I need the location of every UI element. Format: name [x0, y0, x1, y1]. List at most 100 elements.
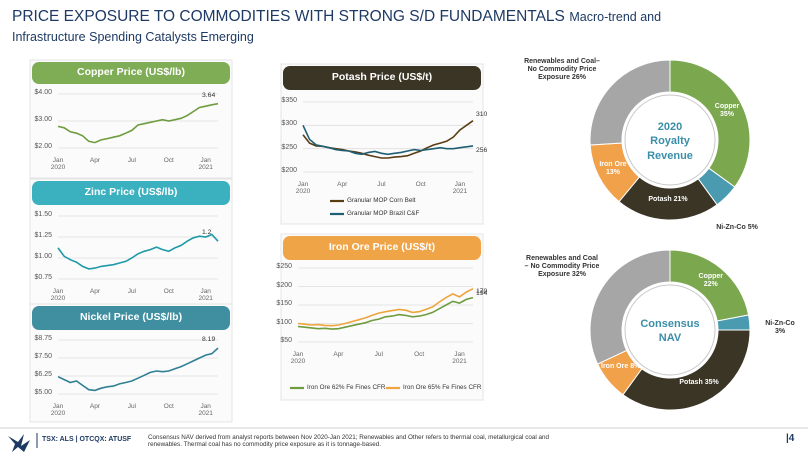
- x-tick-label: Jan 2021: [452, 351, 467, 366]
- pie-center-title: 2020 Royalty Revenue: [647, 121, 693, 162]
- y-tick-label: $100: [276, 318, 292, 326]
- header: PRICE EXPOSURE TO COMMODITIES WITH STRON…: [12, 7, 702, 47]
- data-label: 256: [476, 146, 488, 154]
- x-tick-label: Oct: [163, 403, 174, 410]
- panel: [280, 63, 484, 225]
- series-line: [297, 296, 474, 330]
- chart-title: Nickel Price (US$/lb): [79, 311, 183, 323]
- chart-title: Potash Price (US$/t): [331, 71, 433, 83]
- x-tick-label: Apr: [337, 181, 348, 188]
- x-tick-label: Jan 2021: [198, 157, 213, 172]
- slice-name: Potash: [679, 379, 703, 387]
- series-line: [302, 124, 474, 156]
- y-tick-label: $8.75: [34, 335, 52, 342]
- pie-center-title: Consensus NAV: [640, 318, 700, 345]
- slice-value: 22%: [703, 280, 718, 288]
- y-tick-label: $250: [276, 263, 292, 270]
- slice-value: 21%: [673, 195, 688, 203]
- x-tick-label: Apr: [89, 403, 100, 410]
- slice-value: 5%: [747, 224, 758, 231]
- y-tick-label: $150: [276, 300, 292, 307]
- pie-slice: [589, 59, 671, 146]
- y-tick-label: $1.50: [34, 211, 52, 218]
- slice-name: Ni-Zn-Co: [765, 320, 795, 327]
- y-tick-label: $250: [281, 143, 297, 151]
- x-tick-label: Oct: [414, 351, 425, 358]
- slice-name: Renewables and Coal – No Commodity Price…: [524, 255, 600, 279]
- slice-label: Ni-Zn-Co 3%: [760, 320, 800, 336]
- x-tick-label: Jan 2020: [50, 403, 66, 418]
- x-tick-label: Apr: [89, 157, 100, 164]
- title-banner: [32, 306, 230, 330]
- y-tick-label: $1.00: [34, 253, 52, 260]
- x-tick-label: Apr: [333, 351, 344, 358]
- y-tick-label: $200: [281, 167, 297, 174]
- slice-value: 26%: [571, 74, 586, 82]
- slice-label: Renewables and Coal – No Commodity Price…: [524, 255, 600, 279]
- slice-name: Renewables and Coal– No Commodity Price …: [524, 58, 600, 82]
- slice-value: 13%: [605, 169, 620, 177]
- slice-value: 35%: [704, 379, 719, 387]
- slice-name: Copper: [698, 272, 724, 280]
- title-banner: [283, 236, 481, 260]
- slice-name: Copper: [714, 102, 740, 110]
- slice-name: Iron Ore: [599, 161, 627, 169]
- x-tick-label: Jul: [127, 288, 136, 295]
- x-tick-label: Jul: [127, 403, 136, 410]
- y-tick-label: $7.50: [34, 353, 52, 360]
- x-tick-label: Jan 2020: [50, 288, 66, 303]
- title-banner: [32, 62, 230, 84]
- logo: [8, 434, 30, 452]
- x-tick-label: Jan 2020: [290, 351, 306, 366]
- y-tick-label: $3.00: [34, 116, 52, 123]
- x-tick-label: Oct: [163, 157, 174, 164]
- pie-slice: [589, 249, 671, 365]
- donut-hole: [624, 94, 716, 186]
- x-tick-label: Jan 2021: [198, 288, 213, 303]
- title-banner: [32, 181, 230, 205]
- chart-title: Zinc Price (US$/lb): [84, 186, 178, 198]
- y-tick-label: $350: [281, 97, 297, 104]
- data-label: 3.64: [202, 91, 216, 99]
- y-tick-label: $2.00: [34, 143, 52, 150]
- y-tick-label: $200: [276, 281, 292, 289]
- slice-label: Iron Ore 13%: [593, 161, 633, 177]
- y-tick-label: $1.25: [34, 232, 52, 239]
- slice-value: 3%: [774, 328, 786, 336]
- chart-title: Iron Ore Price (US$/t): [328, 241, 436, 253]
- series-line: [57, 102, 219, 144]
- slide-title: PRICE EXPOSURE TO COMMODITIES WITH STRON…: [12, 8, 565, 25]
- slice-label: Iron Ore 8%: [601, 363, 641, 371]
- y-tick-label: $300: [281, 120, 297, 128]
- panel: [280, 233, 484, 401]
- y-tick-label: $50: [280, 337, 292, 344]
- data-label: 170: [476, 287, 488, 295]
- slice-label: Copper 35%: [707, 103, 747, 119]
- data-label: 8.19: [202, 336, 216, 344]
- pie-slice: [622, 329, 751, 411]
- legend-label: Iron Ore 62% Fe Fines CFR: [307, 384, 386, 391]
- footnote: Consensus NAV derived from analyst repor…: [148, 434, 549, 449]
- x-tick-label: Jan 2021: [198, 403, 213, 418]
- slice-label: Copper 22%: [691, 273, 731, 289]
- series-line: [57, 347, 219, 392]
- y-tick-label: $5.00: [34, 389, 52, 396]
- slice-label: Potash 21%: [648, 196, 688, 204]
- x-tick-label: Jan 2020: [50, 157, 66, 172]
- y-tick-label: $6.25: [34, 371, 52, 378]
- x-tick-label: Jul: [374, 351, 383, 358]
- legend-label: Iron Ore 65% Fe Fines CFR: [403, 384, 482, 391]
- series-line: [57, 233, 219, 270]
- slice-label: Potash 35%: [679, 379, 719, 387]
- x-tick-label: Apr: [89, 288, 100, 295]
- slice-label: Ni-Zn-Co 5%: [715, 224, 759, 232]
- y-tick-label: $0.75: [34, 274, 52, 281]
- slide-subtitle: Macro-trend and Infrastructure Spending …: [12, 10, 662, 44]
- title-banner: [283, 66, 481, 90]
- donut-hole: [624, 284, 716, 376]
- slice-value: 32%: [571, 271, 586, 279]
- x-tick-label: Oct: [415, 181, 426, 188]
- slice-label: Renewables and Coal– No Commodity Price …: [524, 58, 600, 82]
